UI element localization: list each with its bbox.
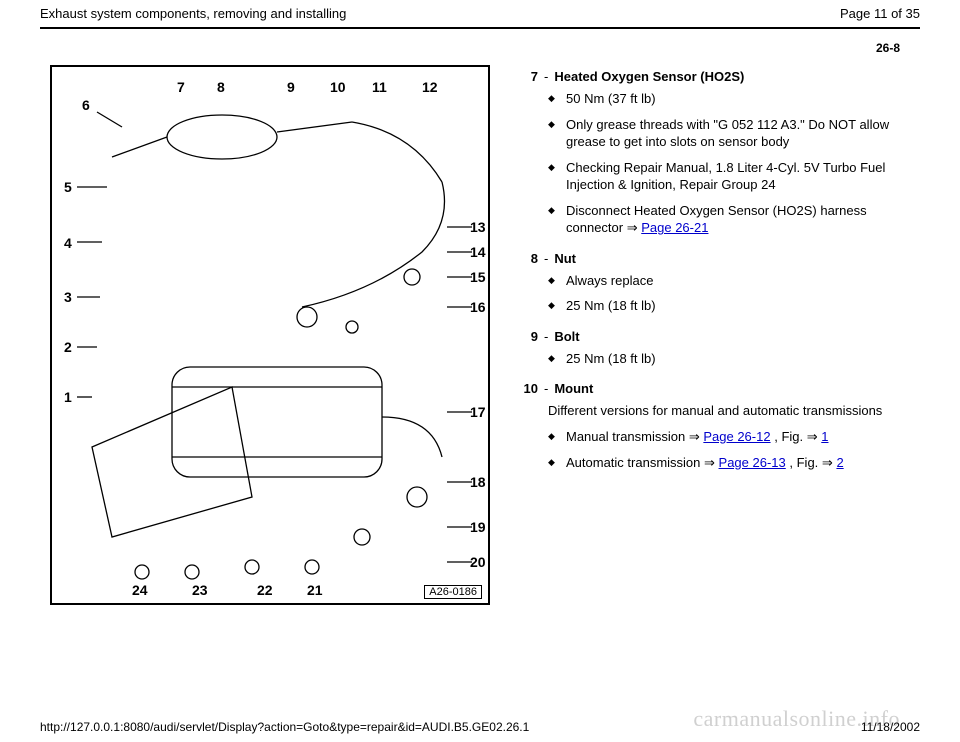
callout-15: 15 <box>470 269 486 285</box>
callout-8: 8 <box>217 79 225 95</box>
callout-9: 9 <box>287 79 295 95</box>
page-header: Exhaust system components, removing and … <box>0 0 960 25</box>
item-9-title: Bolt <box>554 329 579 344</box>
item-7-sub-0: 50 Nm (37 ft lb) <box>548 90 920 116</box>
exploded-diagram: 1 2 3 4 5 6 7 8 9 10 11 12 13 14 15 16 1… <box>50 65 490 605</box>
doc-title: Exhaust system components, removing and … <box>40 6 346 21</box>
item-9-sub-0: 25 Nm (18 ft lb) <box>548 350 920 376</box>
text-column: 7 - Heated Oxygen Sensor (HO2S) 50 Nm (3… <box>520 65 920 605</box>
item-7-sub-3-pre: Disconnect Heated Oxygen Sensor (HO2S) h… <box>566 203 867 236</box>
item-7-list: 50 Nm (37 ft lb) Only grease threads wit… <box>548 90 920 245</box>
item-7-num: 7 <box>520 69 538 84</box>
item-9-list: 25 Nm (18 ft lb) <box>548 350 920 376</box>
arrow-icon: ⇒ <box>704 454 715 472</box>
item-8-header: 8 - Nut <box>520 251 920 266</box>
callout-11: 11 <box>372 79 387 95</box>
item-7-sub-1: Only grease threads with "G 052 112 A3."… <box>548 116 920 159</box>
link-fig-1[interactable]: 1 <box>821 429 828 444</box>
link-fig-2[interactable]: 2 <box>836 455 843 470</box>
arrow-icon: ⇒ <box>807 428 818 446</box>
item-9-num: 9 <box>520 329 538 344</box>
item-9-header: 9 - Bolt <box>520 329 920 344</box>
item-10-sub-1: Manual transmission ⇒ Page 26-12 , Fig. … <box>548 428 920 454</box>
item-10-sub-2-mid: , Fig. <box>789 455 822 470</box>
callout-10: 10 <box>330 79 346 95</box>
callout-24: 24 <box>132 582 148 598</box>
diagram-svg <box>52 67 492 607</box>
dash: - <box>544 381 548 396</box>
dash: - <box>544 329 548 344</box>
callout-5: 5 <box>64 179 72 195</box>
callout-1: 1 <box>64 389 72 405</box>
dash: - <box>544 69 548 84</box>
footer-date: 11/18/2002 <box>861 720 920 734</box>
dash: - <box>544 251 548 266</box>
item-8-sub-0: Always replace <box>548 272 920 298</box>
item-8-num: 8 <box>520 251 538 266</box>
page-indicator: Page 11 of 35 <box>840 6 920 21</box>
item-7-sub-2: Checking Repair Manual, 1.8 Liter 4-Cyl.… <box>548 159 920 202</box>
item-10-sub-1-mid: , Fig. <box>774 429 807 444</box>
item-10-sub-2-pre: Automatic transmission <box>566 455 704 470</box>
callout-3: 3 <box>64 289 72 305</box>
arrow-icon: ⇒ <box>689 428 700 446</box>
callout-12: 12 <box>422 79 438 95</box>
callout-17: 17 <box>470 404 486 420</box>
callout-6: 6 <box>82 97 90 113</box>
item-10-sub-0: Different versions for manual and automa… <box>548 402 920 428</box>
callout-20: 20 <box>470 554 486 570</box>
item-10-list: Different versions for manual and automa… <box>548 402 920 479</box>
main-content: 1 2 3 4 5 6 7 8 9 10 11 12 13 14 15 16 1… <box>0 61 960 605</box>
callout-18: 18 <box>470 474 486 490</box>
callout-23: 23 <box>192 582 208 598</box>
callout-13: 13 <box>470 219 486 235</box>
page-footer: http://127.0.0.1:8080/audi/servlet/Displ… <box>0 720 960 734</box>
item-10-sub-2: Automatic transmission ⇒ Page 26-13 , Fi… <box>548 454 920 480</box>
item-10-sub-1-pre: Manual transmission <box>566 429 689 444</box>
item-10-title: Mount <box>554 381 593 396</box>
item-8-title: Nut <box>554 251 576 266</box>
callout-7: 7 <box>177 79 185 95</box>
arrow-icon: ⇒ <box>627 219 638 237</box>
item-10-header: 10 - Mount <box>520 381 920 396</box>
callout-16: 16 <box>470 299 486 315</box>
arrow-icon: ⇒ <box>822 454 833 472</box>
link-page-26-12[interactable]: Page 26-12 <box>703 429 770 444</box>
callout-22: 22 <box>257 582 273 598</box>
item-8-list: Always replace 25 Nm (18 ft lb) <box>548 272 920 323</box>
footer-url: http://127.0.0.1:8080/audi/servlet/Displ… <box>40 720 529 734</box>
item-7-title: Heated Oxygen Sensor (HO2S) <box>554 69 744 84</box>
callout-19: 19 <box>470 519 486 535</box>
callout-4: 4 <box>64 235 72 251</box>
callout-2: 2 <box>64 339 72 355</box>
item-8-sub-1: 25 Nm (18 ft lb) <box>548 297 920 323</box>
section-number: 26-8 <box>0 29 960 61</box>
callout-14: 14 <box>470 244 486 260</box>
figure-column: 1 2 3 4 5 6 7 8 9 10 11 12 13 14 15 16 1… <box>50 65 490 605</box>
link-page-26-21[interactable]: Page 26-21 <box>641 220 708 235</box>
link-page-26-13[interactable]: Page 26-13 <box>719 455 786 470</box>
item-7-header: 7 - Heated Oxygen Sensor (HO2S) <box>520 69 920 84</box>
callout-21: 21 <box>307 582 323 598</box>
item-10-num: 10 <box>520 381 538 396</box>
figure-id-label: A26-0186 <box>424 585 482 599</box>
item-7-sub-3: Disconnect Heated Oxygen Sensor (HO2S) h… <box>548 202 920 245</box>
